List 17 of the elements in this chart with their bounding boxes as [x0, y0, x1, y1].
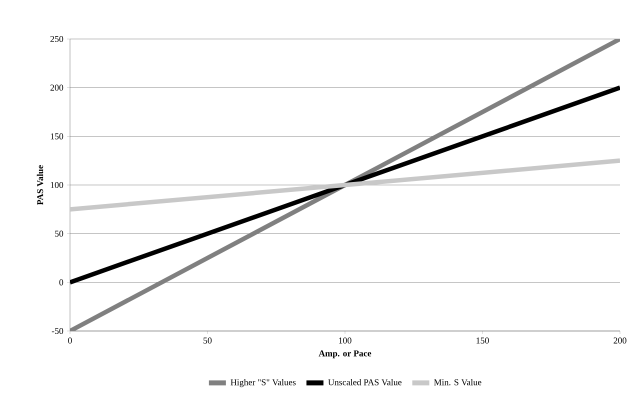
x-tick-label: 150: [476, 338, 489, 344]
legend-label: Min. S Value: [434, 378, 482, 386]
y-tick-label: 150: [50, 133, 64, 140]
y-axis-title: PAS Value: [36, 165, 44, 205]
y-tick-label: 100: [50, 182, 64, 188]
legend-label: Unscaled PAS Value: [328, 378, 402, 386]
x-tick-label: 0: [68, 338, 72, 344]
x-tick-label: 200: [614, 338, 626, 344]
y-tick-label: 0: [59, 279, 64, 286]
y-tick-label: 200: [50, 84, 64, 91]
legend-label: Higher "S" Values: [230, 378, 296, 388]
y-tick-label: -50: [52, 328, 64, 334]
y-tick-label: 50: [55, 230, 64, 237]
y-tick-label: 250: [50, 36, 64, 42]
x-tick-label: 50: [204, 338, 212, 344]
x-tick-label: 100: [339, 338, 352, 344]
x-axis-title: Amp. or Pace: [318, 350, 372, 358]
